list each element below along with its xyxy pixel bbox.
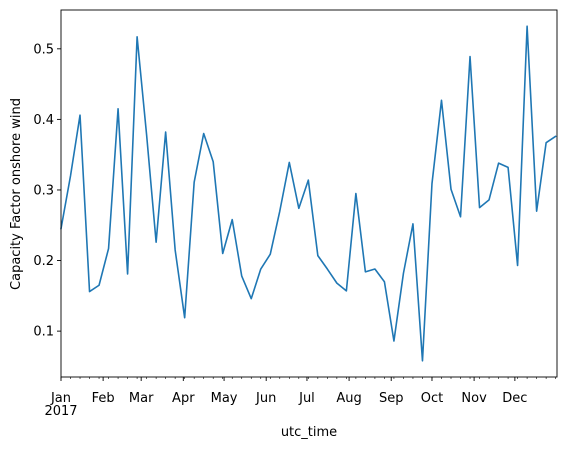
y-tick-label: 0.5 [33, 42, 54, 57]
y-tick-label: 0.1 [33, 325, 54, 340]
x-tick-label: Jun [255, 391, 276, 406]
x-axis-year-label: 2017 [44, 404, 77, 419]
series-line [60, 25, 557, 362]
x-tick-label: Mar [129, 391, 154, 406]
y-axis-title: Capacity Factor onshore wind [9, 98, 24, 290]
x-tick-label: Oct [421, 391, 443, 406]
x-tick-label: Apr [172, 391, 195, 406]
x-axis-ticks: Jan Feb Mar Apr May Jun Jul Aug Sep Oct Nov Dec [50, 377, 527, 406]
y-tick-label: 0.4 [33, 113, 54, 128]
x-tick-label: Nov [461, 391, 487, 406]
x-tick-label: Aug [336, 391, 361, 406]
x-tick-label: Dec [502, 391, 527, 406]
plot-area-frame [60, 9, 558, 378]
x-tick-label: Sep [379, 391, 404, 406]
x-tick-label: Jul [298, 391, 315, 406]
x-tick-label: Jan [50, 391, 71, 406]
y-axis-ticks: 0.1 0.2 0.3 0.4 0.5 [33, 42, 61, 340]
y-tick-label: 0.3 [33, 183, 54, 198]
x-tick-label: May [211, 391, 238, 406]
x-tick-label: Feb [92, 391, 115, 406]
x-axis-title: utc_time [281, 425, 337, 440]
y-tick-label: 0.2 [33, 254, 54, 269]
